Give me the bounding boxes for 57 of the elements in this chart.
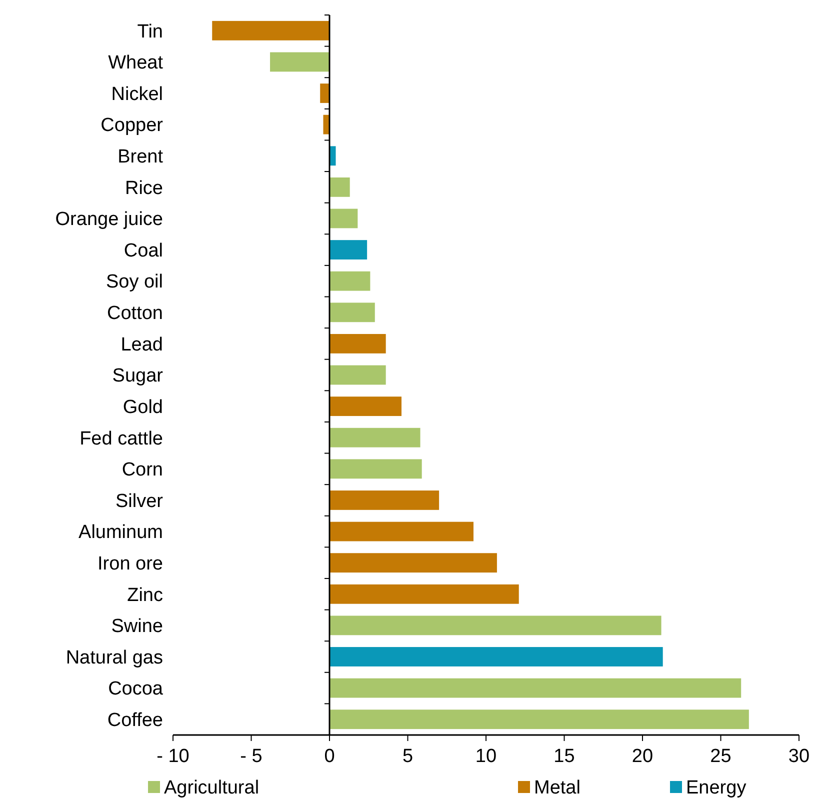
bar — [330, 553, 497, 573]
bar — [330, 177, 350, 197]
y-tick-label: Fed cattle — [80, 428, 163, 450]
y-tick-label: Wheat — [108, 52, 164, 74]
x-tick-label: 20 — [632, 746, 654, 767]
legend-label: Agricultural — [164, 778, 260, 798]
bar — [330, 490, 440, 510]
y-tick-label: Copper — [100, 115, 164, 136]
y-tick-label: Tin — [137, 21, 163, 42]
bar — [330, 459, 422, 479]
x-tick-label: 30 — [788, 746, 810, 767]
y-tick-label: Brent — [118, 146, 164, 168]
bar — [212, 20, 330, 40]
y-tick-label: Aluminum — [78, 522, 163, 544]
x-tick-label: - 5 — [240, 746, 262, 767]
y-tick-label: Nickel — [111, 84, 163, 105]
bar — [330, 240, 368, 260]
bar — [330, 396, 402, 416]
bar — [330, 647, 663, 666]
y-tick-label: Corn — [122, 460, 163, 481]
bar — [270, 52, 330, 72]
bar — [330, 271, 370, 291]
legend-label: Metal — [534, 778, 580, 798]
y-tick-label: Silver — [115, 490, 164, 512]
bar — [330, 428, 420, 448]
bar — [330, 208, 358, 228]
y-tick-label: Gold — [122, 396, 163, 418]
y-tick-label: Sugar — [112, 366, 164, 387]
bar — [320, 84, 330, 103]
y-tick-label: Orange juice — [55, 209, 163, 230]
y-tick-label: Cocoa — [108, 678, 164, 700]
bar — [330, 678, 742, 698]
bar — [330, 616, 662, 636]
y-tick-label: Natural gas — [66, 647, 163, 668]
y-tick-label: Coal — [124, 240, 163, 262]
y-tick-label: Swine — [111, 616, 163, 638]
y-tick-label: Zinc — [127, 584, 163, 606]
x-tick-label: 0 — [324, 746, 335, 767]
y-tick-label: Cotton — [107, 303, 163, 324]
y-tick-label: Lead — [120, 334, 163, 356]
legend-label: Energy — [686, 778, 747, 798]
y-tick-label: Soy oil — [106, 272, 163, 293]
bar — [330, 584, 519, 604]
x-tick-label: 10 — [475, 746, 497, 767]
bar — [323, 114, 330, 134]
x-tick-label: 15 — [554, 746, 575, 767]
x-tick-label: 5 — [402, 746, 414, 767]
x-tick-label: 25 — [710, 746, 732, 767]
x-tick-label: - 10 — [156, 746, 190, 767]
y-tick-label: Rice — [124, 178, 163, 199]
bar — [330, 522, 474, 542]
bar — [330, 365, 386, 385]
y-tick-label: Iron ore — [98, 553, 163, 574]
bar — [330, 302, 375, 322]
y-tick-label: Coffee — [107, 710, 163, 731]
bar — [330, 710, 749, 730]
bar — [330, 334, 386, 354]
